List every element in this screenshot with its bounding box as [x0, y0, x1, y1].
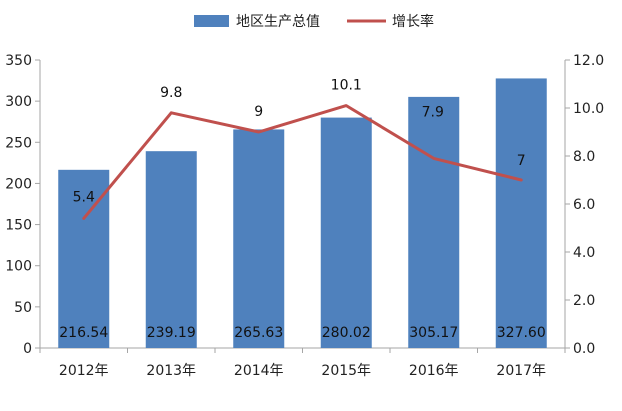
left-axis-tick-label: 250 — [5, 135, 32, 151]
left-axis-tick-label: 50 — [14, 300, 32, 316]
bar-value-label: 305.17 — [409, 325, 458, 341]
line-value-label: 9 — [254, 104, 263, 120]
legend-bar-swatch — [194, 15, 229, 27]
bar-value-label: 239.19 — [147, 325, 196, 341]
line-value-label: 5.4 — [73, 189, 95, 205]
bar-value-label: 216.54 — [59, 325, 108, 341]
left-axis-tick-label: 0 — [23, 341, 32, 357]
x-axis-tick-label: 2013年 — [146, 363, 196, 379]
x-axis-tick-label: 2017年 — [496, 363, 546, 379]
line-value-label: 9.8 — [160, 85, 182, 101]
bar — [496, 78, 547, 348]
x-axis-tick-label: 2016年 — [409, 363, 459, 379]
x-axis-tick-label: 2015年 — [321, 363, 371, 379]
legend-line-label: 增长率 — [392, 13, 434, 30]
right-axis-tick-label: 8.0 — [573, 149, 595, 165]
left-axis-tick-label: 300 — [5, 94, 32, 110]
left-axis-tick-label: 350 — [5, 53, 32, 69]
right-axis-tick-label: 12.0 — [573, 53, 604, 69]
left-axis-tick-label: 200 — [5, 176, 32, 192]
bar — [233, 129, 284, 348]
legend: 地区生产总值 增长率 — [194, 13, 434, 30]
bar-value-label: 327.60 — [497, 325, 546, 341]
right-axis-tick-label: 2.0 — [573, 293, 595, 309]
line-value-label: 10.1 — [331, 78, 362, 94]
bar — [146, 151, 197, 348]
x-axis-tick-label: 2012年 — [59, 363, 109, 379]
bar — [408, 97, 459, 348]
left-axis-tick-label: 150 — [5, 218, 32, 234]
line-value-label: 7 — [517, 153, 526, 169]
line-value-label: 7.9 — [422, 104, 444, 120]
bar-value-label: 265.63 — [234, 325, 283, 341]
legend-bar-label: 地区生产总值 — [236, 14, 320, 30]
bar-value-label: 280.02 — [322, 325, 371, 341]
x-axis-tick-label: 2014年 — [234, 363, 284, 379]
right-axis-tick-label: 10.0 — [573, 101, 604, 117]
bar — [321, 118, 372, 348]
left-axis-tick-label: 100 — [5, 259, 32, 275]
right-axis-tick-label: 4.0 — [573, 245, 595, 261]
right-axis-tick-label: 0.0 — [573, 341, 595, 357]
right-axis-tick-label: 6.0 — [573, 197, 595, 213]
